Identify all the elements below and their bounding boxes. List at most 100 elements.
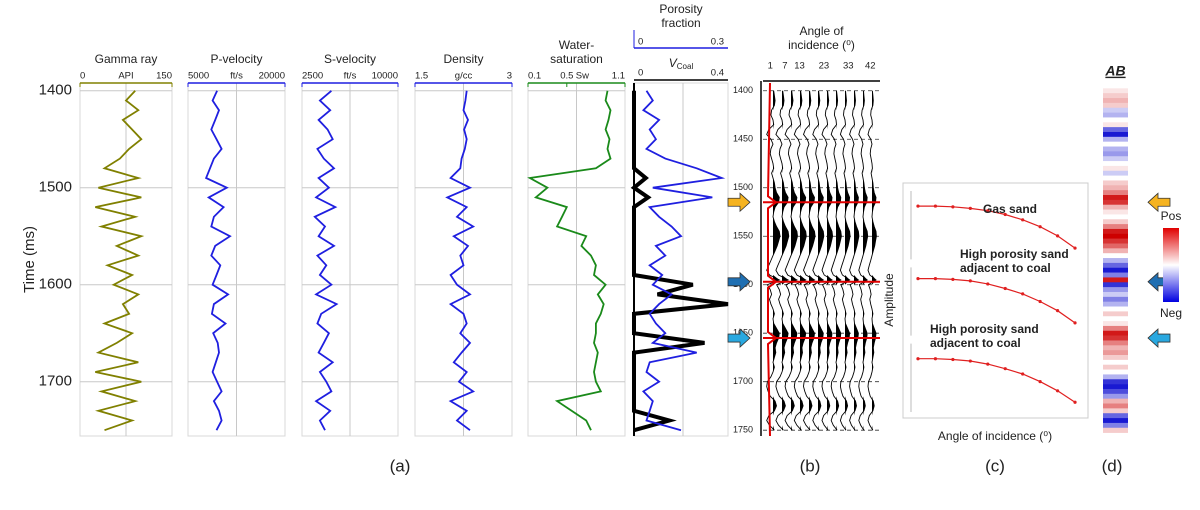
- avo-point: [1021, 292, 1025, 296]
- amplitude-band: [1103, 427, 1128, 433]
- avo-point: [951, 205, 955, 209]
- x-tick-label: 3: [507, 71, 512, 82]
- avo-point: [916, 277, 920, 281]
- amplitude-band: [1103, 117, 1128, 123]
- y-tick-label: 1400: [733, 85, 753, 95]
- x-unit: API: [118, 71, 133, 82]
- colorbar-label: Neg: [1160, 306, 1182, 320]
- x-tick-label: 1.5: [415, 71, 428, 82]
- y-tick-label: 1600: [39, 276, 72, 293]
- amplitude-band: [1103, 253, 1128, 259]
- log-curve: [527, 90, 612, 431]
- x2-label-main: V: [669, 56, 678, 70]
- amplitude-band: [1103, 369, 1128, 375]
- amplitude-band: [1103, 151, 1128, 157]
- avo-point: [1073, 246, 1077, 250]
- wiggle-fill: [854, 90, 859, 431]
- y-tick-label: 1450: [733, 134, 753, 144]
- event-arrow: [727, 192, 751, 213]
- wiggle-fill: [773, 90, 780, 431]
- x-unit: ft/s: [344, 71, 357, 82]
- x-tick-label: 150: [156, 71, 172, 82]
- x2-axis-label: VCoal: [669, 56, 694, 71]
- amplitude-band: [1103, 413, 1128, 419]
- overlay-curve: [766, 82, 778, 437]
- x-unit: g/cc: [455, 71, 473, 82]
- gather-title: incidence (⁰): [788, 38, 855, 52]
- wiggle-trace: [812, 90, 825, 431]
- x-tick-label: 10000: [372, 71, 398, 82]
- panel-label: (d): [1102, 456, 1123, 475]
- y-tick-label: 1700: [39, 373, 72, 390]
- amplitude-band: [1103, 204, 1128, 210]
- x-tick-label: 0.5: [560, 71, 573, 82]
- track-title: S-velocity: [324, 52, 376, 66]
- angle-tick-label: 33: [843, 61, 854, 72]
- curve-label: adjacent to coal: [930, 336, 1021, 350]
- colorbar-label: Pos: [1161, 209, 1182, 223]
- amplitude-band: [1103, 102, 1128, 109]
- amplitude-band: [1103, 141, 1128, 147]
- amplitude-band: [1103, 146, 1128, 152]
- amplitude-band: [1103, 131, 1128, 138]
- y-axis-label: Amplitude: [882, 273, 896, 327]
- wiggle-trace: [821, 90, 834, 431]
- log-curve: [204, 90, 232, 431]
- amplitude-band: [1103, 161, 1128, 167]
- avo-point: [1021, 218, 1025, 222]
- log-curve: [95, 90, 145, 432]
- curve-label: High porosity sand: [960, 247, 1069, 261]
- angle-tick-label: 1: [768, 61, 773, 72]
- wiggle-trace: [849, 90, 860, 431]
- amplitude-band: [1103, 335, 1128, 341]
- x-tick-label: 2500: [302, 71, 323, 82]
- avo-point: [933, 204, 938, 208]
- amplitude-band: [1103, 296, 1128, 302]
- avo-curve: [918, 205, 1076, 249]
- avo-point: [986, 282, 990, 286]
- amplitude-band: [1103, 330, 1128, 336]
- track-title: Gamma ray: [95, 52, 158, 66]
- amplitude-band: [1103, 325, 1128, 332]
- track-title: saturation: [550, 52, 603, 66]
- event-arrow: [1147, 328, 1171, 348]
- amplitude-band: [1103, 170, 1128, 176]
- amplitude-band: [1103, 267, 1128, 273]
- avo-point: [1073, 321, 1077, 325]
- event-arrow: [727, 271, 751, 292]
- y-tick-label: 1500: [39, 179, 72, 196]
- angle-tick-label: 7: [782, 61, 787, 72]
- amplitude-band: [1103, 258, 1128, 264]
- amplitude-band: [1103, 199, 1128, 206]
- amplitude-band: [1103, 93, 1128, 99]
- strip-title: AB: [1104, 63, 1125, 79]
- wiggle-fill: [818, 90, 824, 431]
- amplitude-band: [1103, 422, 1128, 429]
- x-tick-label: 0.1: [528, 71, 541, 82]
- avo-point: [1055, 234, 1060, 238]
- amplitude-band: [1103, 316, 1128, 322]
- wiggle-trace: [775, 90, 790, 431]
- colorbar: [1163, 228, 1179, 302]
- avo-point: [1038, 380, 1042, 384]
- amplitude-band: [1103, 180, 1128, 186]
- x2-label-sub: Coal: [677, 62, 694, 71]
- amplitude-band: [1103, 277, 1128, 283]
- wiggle-fill: [827, 90, 833, 431]
- log-curve: [445, 90, 476, 431]
- avo-point: [1055, 389, 1060, 393]
- avo-point: [1038, 225, 1042, 229]
- x-tick-label: 0: [638, 37, 643, 48]
- vcoal-curve: [630, 90, 729, 433]
- amplitude-band: [1103, 262, 1128, 269]
- amplitude-band: [1103, 107, 1128, 113]
- wiggle-fill: [863, 90, 868, 431]
- wiggle-trace: [867, 90, 877, 431]
- avo-point: [951, 277, 955, 281]
- amplitude-band: [1103, 350, 1128, 356]
- avo-point: [1003, 367, 1007, 371]
- avo-point: [1055, 309, 1060, 313]
- amplitude-band: [1103, 398, 1128, 404]
- amplitude-band: [1103, 321, 1128, 327]
- track-title: Density: [443, 52, 483, 66]
